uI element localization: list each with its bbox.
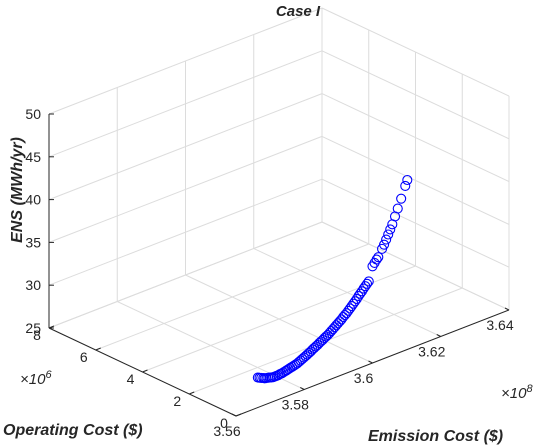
chart-title: Case I bbox=[276, 3, 321, 20]
data-point bbox=[369, 257, 380, 268]
z-axis-label: ENS (MWh/yr) bbox=[9, 137, 26, 243]
data-point bbox=[373, 252, 384, 263]
z-tick-label: 50 bbox=[25, 106, 41, 122]
x-axis-label: Emission Cost ($) bbox=[368, 428, 503, 445]
data-point bbox=[371, 254, 382, 265]
data-point bbox=[402, 174, 413, 186]
data-point bbox=[385, 224, 396, 235]
z-tick-label: 35 bbox=[25, 234, 41, 250]
tick-labels: 3.56 3.58 3.6 3.62 3.64 0 2 4 6 825 30 35 40 45 50 bbox=[25, 106, 513, 439]
data-point bbox=[379, 239, 390, 250]
y-tick-label: 6 bbox=[80, 349, 88, 365]
data-point bbox=[286, 361, 298, 372]
data-point bbox=[400, 180, 411, 191]
grid-line bbox=[321, 178, 510, 268]
data-point bbox=[350, 296, 361, 307]
x-tick-label: 3.58 bbox=[282, 397, 309, 413]
grid-line bbox=[48, 178, 323, 286]
x-tick-label: 3.56 bbox=[213, 423, 240, 439]
x-tick-mark bbox=[231, 413, 237, 417]
x-tick-label: 3.6 bbox=[354, 370, 374, 386]
grid-line bbox=[142, 265, 416, 373]
grid-line bbox=[48, 93, 323, 201]
data-point bbox=[367, 261, 378, 272]
y-tick-label: 0 bbox=[220, 415, 228, 431]
y-tick-label: 4 bbox=[127, 371, 135, 387]
y-tick-mark bbox=[189, 391, 195, 395]
axes-lines bbox=[48, 113, 510, 417]
data-point bbox=[396, 193, 407, 204]
grid-line bbox=[321, 50, 510, 140]
data-point bbox=[321, 331, 332, 342]
data-point bbox=[355, 288, 366, 299]
data-point bbox=[381, 234, 392, 245]
data-point bbox=[392, 203, 403, 214]
x-tick-mark bbox=[300, 387, 305, 390]
z-tick-label: 25 bbox=[25, 320, 41, 336]
grid-line bbox=[321, 93, 510, 183]
grid-line bbox=[321, 7, 510, 97]
z-tick-label: 45 bbox=[25, 149, 41, 165]
y-exponent-label: ×106 bbox=[20, 369, 52, 388]
x-tick-mark bbox=[368, 360, 373, 364]
data-points bbox=[252, 174, 413, 384]
y-tick-label: 8 bbox=[33, 327, 41, 343]
x-tick-label: 3.62 bbox=[418, 344, 445, 360]
grid-line bbox=[48, 50, 323, 158]
x-tick-mark bbox=[436, 334, 441, 337]
grid-line bbox=[48, 135, 323, 243]
x-exponent-label: ×108 bbox=[501, 383, 533, 402]
data-point bbox=[363, 276, 374, 287]
grid-line bbox=[48, 221, 323, 329]
z-tick-label: 30 bbox=[25, 277, 41, 293]
x-tick-mark bbox=[504, 307, 510, 311]
y-axis-label: Operating Cost ($) bbox=[3, 422, 143, 439]
y-tick-mark bbox=[95, 347, 101, 351]
y-tick-mark bbox=[142, 369, 148, 373]
grid-line bbox=[95, 243, 369, 351]
data-point bbox=[351, 293, 362, 304]
data-point bbox=[288, 360, 299, 371]
z-tick-label: 40 bbox=[25, 192, 41, 208]
grid-line bbox=[321, 135, 510, 225]
y-tick-mark bbox=[235, 413, 242, 417]
y-tick-label: 2 bbox=[173, 393, 181, 409]
x-tick-label: 3.64 bbox=[486, 317, 513, 333]
grid-line bbox=[48, 7, 323, 115]
data-point bbox=[383, 229, 394, 240]
data-point bbox=[356, 286, 367, 297]
data-point bbox=[361, 278, 373, 289]
